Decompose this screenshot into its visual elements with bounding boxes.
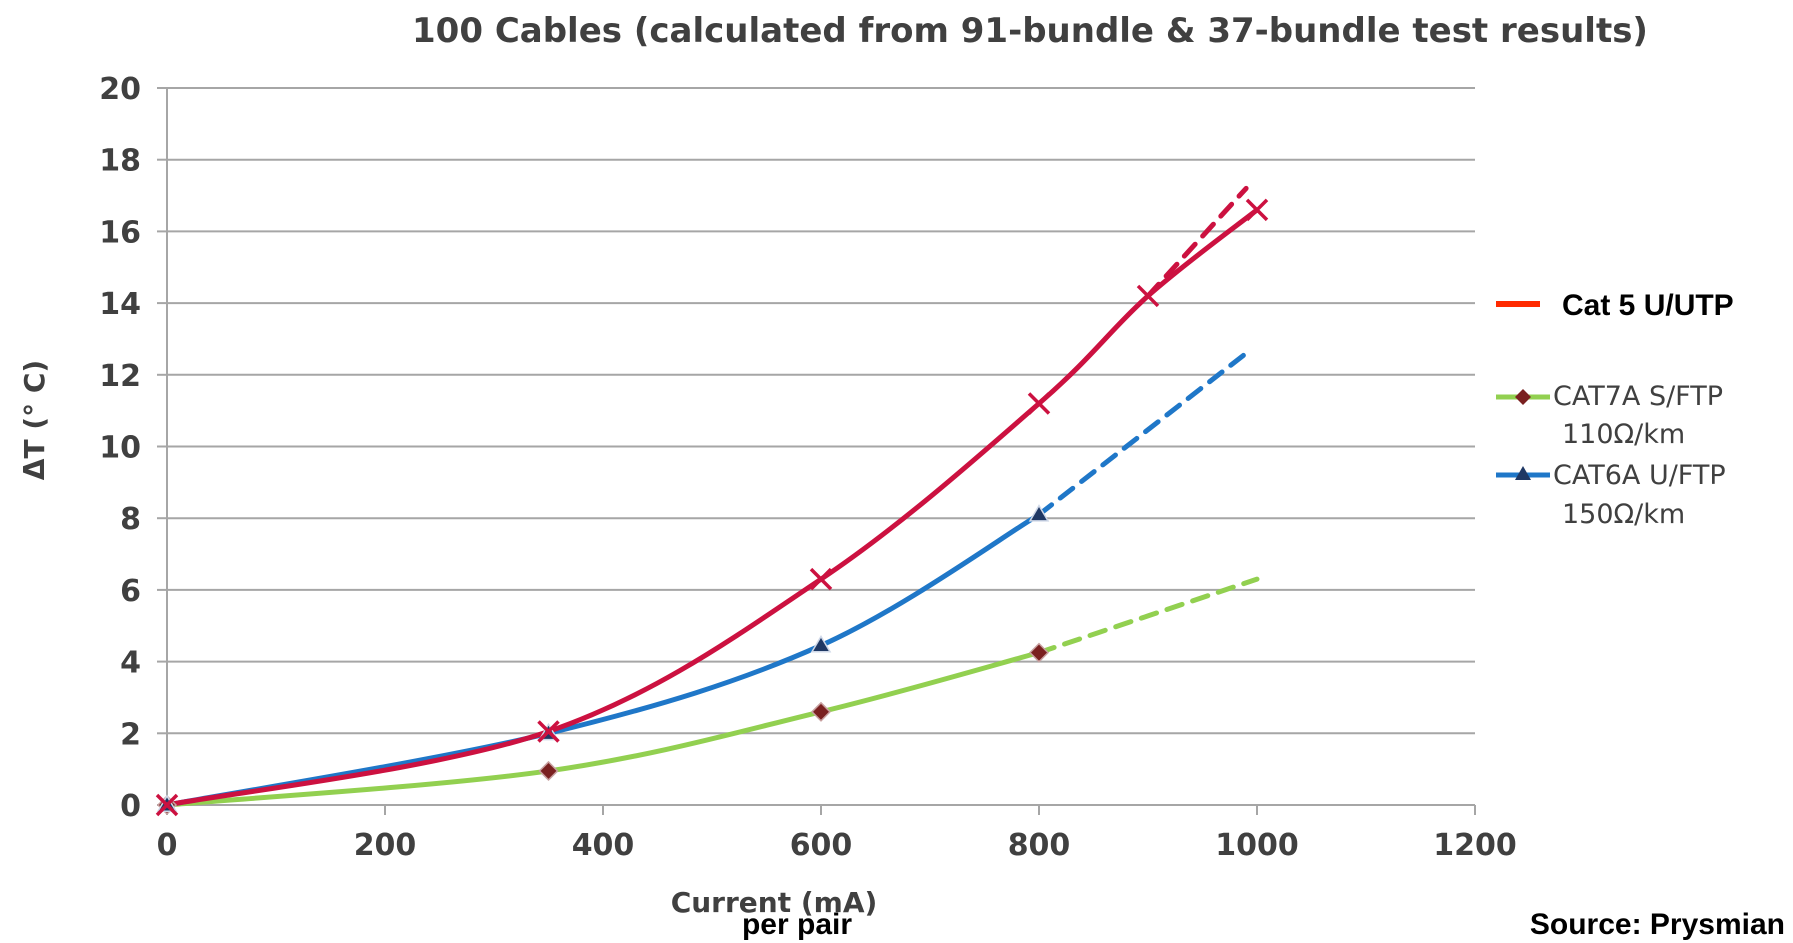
legend-label-cat6a: CAT6A U/FTP bbox=[1553, 460, 1726, 491]
x-axis-label: Current (mA) bbox=[671, 886, 878, 919]
y-tick-label: 6 bbox=[120, 574, 141, 609]
legend-marker-cat7a bbox=[1515, 389, 1531, 405]
y-tick-label: 14 bbox=[99, 287, 141, 322]
x-tick-label: 800 bbox=[1008, 828, 1071, 863]
x-tick-label: 200 bbox=[354, 828, 417, 863]
data-point-cat6a-u-ftp-600 bbox=[810, 634, 832, 653]
legend-label-cat7a: CAT7A S/FTP bbox=[1553, 381, 1723, 412]
x-tick-label: 600 bbox=[790, 828, 853, 863]
chart-title: 100 Cables (calculated from 91-bundle & … bbox=[412, 11, 1648, 51]
x-axis-sublabel: per pair bbox=[742, 908, 852, 941]
gridlines bbox=[167, 87, 1475, 735]
y-tick-label: 8 bbox=[120, 502, 141, 537]
y-tick-label: 16 bbox=[99, 215, 141, 250]
y-tick-label: 4 bbox=[120, 646, 141, 681]
legend-label-cat7a-line2: 110Ω/km bbox=[1562, 419, 1685, 450]
data-point-cat7a-s-ftp-600 bbox=[810, 701, 832, 722]
series-line-cat7a-s-ftp-extrapolated bbox=[1036, 576, 1260, 656]
x-tick-label: 0 bbox=[157, 828, 178, 863]
series-line-cat7a-s-ftp bbox=[164, 650, 1042, 808]
source-note: Source: Prysmian bbox=[1530, 908, 1785, 941]
series-markers bbox=[155, 198, 1269, 817]
x-tick-label: 1000 bbox=[1215, 828, 1299, 863]
y-axis-label: ΔT (° C) bbox=[18, 360, 51, 480]
legend-marker-cat6a bbox=[1515, 466, 1531, 480]
data-point-cat-5-u-utp-800 bbox=[1027, 392, 1051, 415]
data-point-cat-5-u-utp-900 bbox=[1136, 284, 1160, 308]
data-point-cat-5-u-utp-350 bbox=[537, 720, 560, 743]
x-tick-label: 1200 bbox=[1433, 828, 1517, 863]
series-line-cat-5-u-utp-extrapolated bbox=[1145, 185, 1249, 299]
legend: Cat 5 U/UTP CAT7A S/FTP 110Ω/km CAT6A U/… bbox=[1496, 289, 1734, 530]
data-point-cat-5-u-utp-1000 bbox=[1245, 198, 1269, 222]
y-tick-label: 10 bbox=[99, 431, 141, 466]
y-tick-label: 12 bbox=[99, 359, 141, 394]
y-tick-label: 0 bbox=[120, 789, 141, 824]
y-tick-label: 20 bbox=[99, 72, 141, 107]
legend-label-cat6a-line2: 150Ω/km bbox=[1562, 499, 1685, 530]
data-point-cat7a-s-ftp-350 bbox=[538, 760, 559, 782]
data-point-cat-5-u-utp-0 bbox=[155, 793, 179, 817]
x-tick-labels: 0 200 400 600 800 1000 1200 bbox=[157, 828, 1517, 863]
series-lines bbox=[164, 185, 1260, 808]
axes bbox=[157, 87, 1476, 815]
legend-label-cat5: Cat 5 U/UTP bbox=[1562, 289, 1734, 322]
series-line-cat-5-u-utp bbox=[164, 207, 1260, 808]
y-tick-label: 2 bbox=[120, 717, 141, 752]
data-point-cat6a-u-ftp-800 bbox=[1028, 504, 1050, 522]
series-line-cat6a-u-ftp bbox=[164, 512, 1042, 808]
x-tick-label: 400 bbox=[572, 828, 635, 863]
y-tick-label: 18 bbox=[99, 144, 141, 179]
y-tick-labels: 0 2 4 6 8 10 12 14 16 18 20 bbox=[99, 72, 141, 824]
data-point-cat-5-u-utp-600 bbox=[809, 567, 833, 591]
data-point-cat7a-s-ftp-800 bbox=[1028, 642, 1050, 663]
